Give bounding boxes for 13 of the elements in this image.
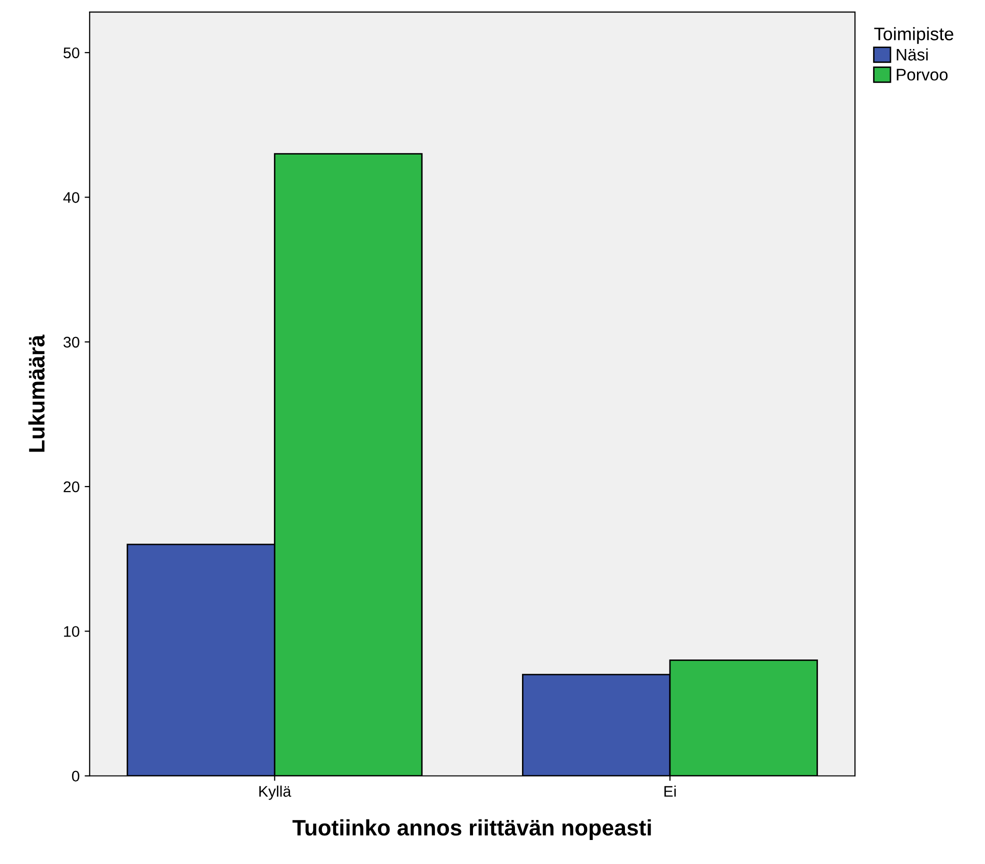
y-tick-label: 20 bbox=[64, 481, 80, 492]
legend-label: Näsi bbox=[896, 48, 928, 61]
y-tick-label: 10 bbox=[64, 626, 80, 637]
y-axis-title: Lukumäärä bbox=[28, 334, 45, 452]
x-tick-label: Kyllä bbox=[259, 786, 292, 800]
x-axis-title: Tuotiinko annos riittävän nopeasti bbox=[292, 819, 651, 840]
x-tick-label: Ei bbox=[664, 786, 676, 797]
legend-label: Porvoo bbox=[896, 68, 948, 81]
y-tick-label: 50 bbox=[64, 47, 80, 58]
y-tick-label: 0 bbox=[72, 770, 80, 782]
legend-title: Toimipiste bbox=[874, 27, 954, 44]
y-tick-label: 40 bbox=[63, 192, 80, 203]
y-tick-label: 30 bbox=[64, 336, 80, 348]
